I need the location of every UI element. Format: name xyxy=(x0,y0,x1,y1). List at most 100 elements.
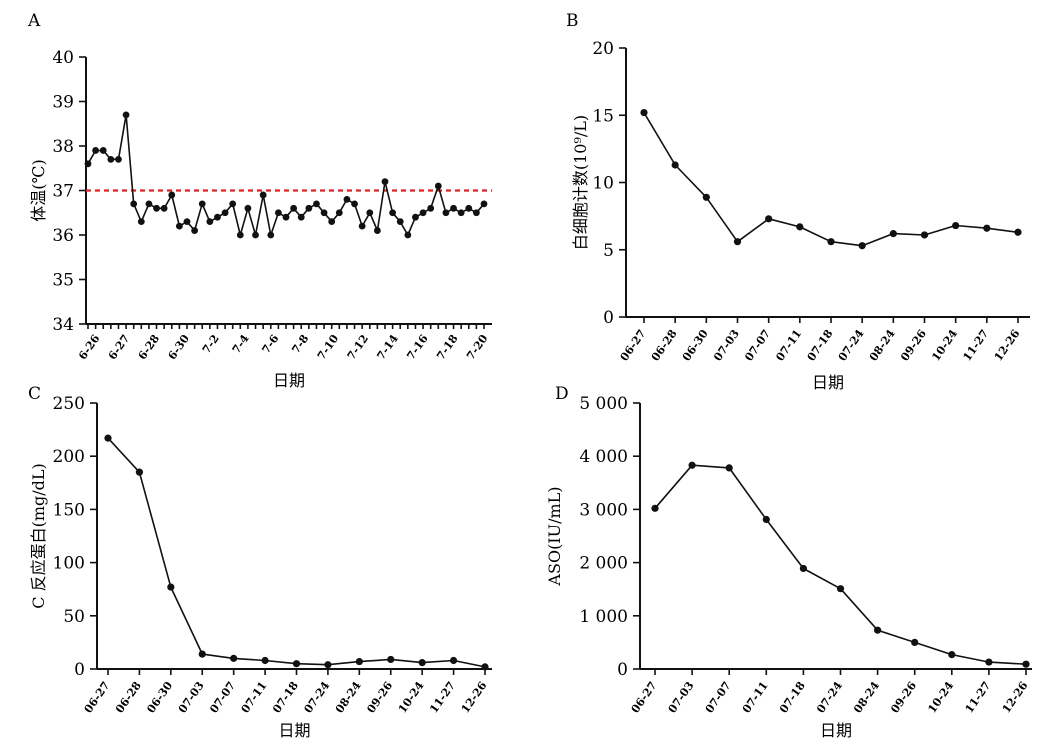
data-point xyxy=(827,238,835,246)
series-line xyxy=(643,112,1019,247)
data-point xyxy=(135,468,144,476)
data-point xyxy=(796,223,804,231)
data-point xyxy=(412,213,419,221)
x-tick-label: 09-26 xyxy=(888,679,919,716)
data-point xyxy=(198,200,206,208)
y-tick-label: 5 000 xyxy=(579,394,628,414)
x-tick-label: 07-18 xyxy=(777,679,808,716)
data-point xyxy=(167,583,175,591)
data-point xyxy=(472,209,480,217)
data-point xyxy=(214,213,221,221)
data-point xyxy=(313,200,320,208)
x-tick-label: 7-20 xyxy=(464,332,491,362)
x-tick-label: 07-07 xyxy=(207,679,238,715)
data-point xyxy=(858,242,866,250)
data-point xyxy=(983,224,991,232)
x-tick-label: 07-24 xyxy=(814,679,845,716)
x-tick-label: 09-26 xyxy=(364,679,395,716)
y-tick-label: 20 xyxy=(592,39,614,59)
x-tick-label: 06-27 xyxy=(82,679,113,715)
y-axis-title: 白细胞计数(10⁹/L) xyxy=(571,115,590,250)
data-point xyxy=(290,204,298,212)
data-point xyxy=(688,461,696,469)
x-tick-label: 6-26 xyxy=(76,332,103,362)
data-point xyxy=(671,161,679,169)
y-axis-title: C 反应蛋白(mg/dL) xyxy=(29,463,48,609)
data-point xyxy=(1014,228,1022,236)
data-point xyxy=(389,209,397,217)
x-tick-label: 10-24 xyxy=(929,327,960,364)
data-point xyxy=(324,661,332,669)
data-point xyxy=(836,585,845,593)
data-point xyxy=(145,200,153,208)
data-point xyxy=(1022,660,1030,668)
data-point xyxy=(481,663,489,671)
y-tick-label: 50 xyxy=(63,607,85,627)
series-line xyxy=(654,464,1027,665)
x-tick-label: 07-18 xyxy=(270,679,301,716)
x-tick-label: 06-27 xyxy=(618,327,649,363)
data-point xyxy=(419,209,427,217)
data-point xyxy=(335,209,343,217)
data-point xyxy=(434,182,442,190)
x-tick-label: 07-11 xyxy=(773,327,804,363)
x-tick-label: 06-30 xyxy=(144,679,175,716)
data-point xyxy=(320,209,328,217)
x-axis-title: 日期 xyxy=(820,721,852,740)
x-tick-label: 08-24 xyxy=(851,679,882,716)
x-tick-label: 07-24 xyxy=(302,679,333,716)
x-tick-label: 7-10 xyxy=(315,332,342,362)
x-tick-label: 11-27 xyxy=(963,679,994,715)
data-point xyxy=(115,155,122,163)
y-tick-label: 10 xyxy=(592,174,614,194)
x-tick-label: 7-6 xyxy=(259,332,281,356)
x-tick-label: 12-26 xyxy=(459,679,490,716)
y-tick-label: 4 000 xyxy=(579,447,628,467)
data-point xyxy=(259,191,267,199)
data-point xyxy=(305,204,313,212)
y-tick-label: 34 xyxy=(52,315,74,335)
data-point xyxy=(230,654,238,662)
x-tick-label: 7-4 xyxy=(230,332,252,356)
x-tick-label: 06-30 xyxy=(680,327,711,364)
y-tick-label: 15 xyxy=(592,106,614,126)
data-point xyxy=(418,659,426,667)
data-point xyxy=(198,650,206,658)
data-point xyxy=(765,215,773,223)
data-point xyxy=(274,209,282,217)
x-tick-label: 11-27 xyxy=(960,327,991,363)
x-tick-label: 12-26 xyxy=(1000,679,1031,716)
data-point xyxy=(206,218,214,226)
x-tick-label: 12-26 xyxy=(992,327,1023,364)
x-tick-label: 09-26 xyxy=(898,327,929,364)
data-point xyxy=(221,209,229,217)
y-tick-label: 200 xyxy=(53,447,85,467)
x-tick-label: 11-27 xyxy=(427,679,458,715)
data-point xyxy=(373,227,381,234)
data-point xyxy=(84,160,92,168)
chart-panel-c: C 0 50 100 150 200 250 06-27 06-28 06-30 07-03 07-0… xyxy=(28,384,492,740)
y-tick-label: 40 xyxy=(52,48,74,68)
x-tick-label: 7-2 xyxy=(200,332,222,356)
data-point xyxy=(358,222,366,230)
y-tick-label: 1 000 xyxy=(579,607,628,627)
data-point xyxy=(725,464,733,472)
x-tick-label: 06-28 xyxy=(649,327,680,364)
x-tick-label: 6-28 xyxy=(136,332,163,362)
x-tick-label: 07-11 xyxy=(239,679,270,715)
data-point xyxy=(267,231,275,239)
data-point xyxy=(107,155,115,163)
series-line xyxy=(107,437,486,668)
data-point xyxy=(457,209,465,217)
x-tick-label: 08-24 xyxy=(867,327,898,364)
data-point xyxy=(911,638,919,647)
data-point xyxy=(442,209,450,217)
data-point xyxy=(175,222,183,230)
x-tick-label: 08-24 xyxy=(333,679,364,716)
data-point xyxy=(449,656,458,665)
data-point xyxy=(122,111,130,119)
x-tick-label: 7-14 xyxy=(374,332,401,362)
x-tick-label: 6-27 xyxy=(106,332,132,362)
data-point xyxy=(351,200,358,208)
data-point xyxy=(99,147,107,154)
